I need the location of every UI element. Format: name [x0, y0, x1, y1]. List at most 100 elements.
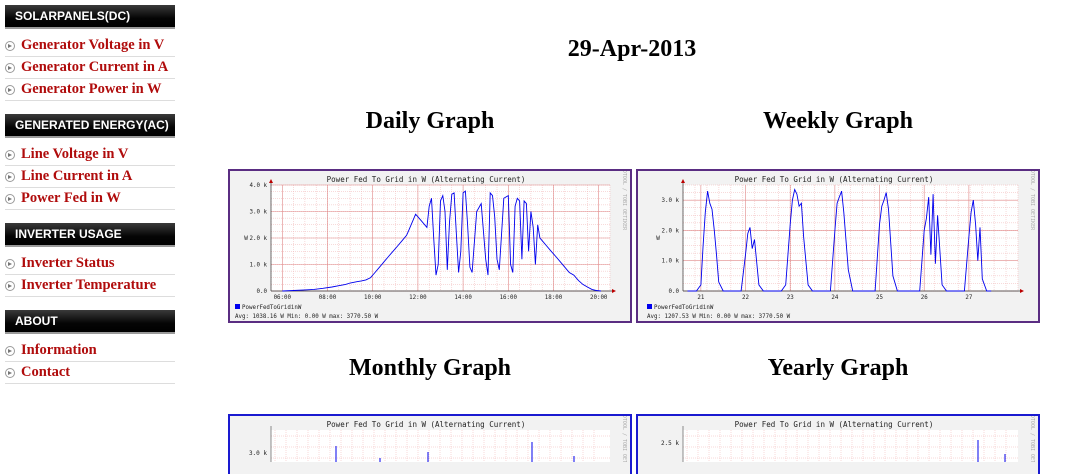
x-tick-label: 22 — [742, 295, 749, 301]
legend-label: PowerFedToGridinW — [242, 305, 302, 311]
arrow-circle-icon — [5, 193, 15, 204]
x-tick-label: 23 — [787, 295, 794, 301]
sidebar-link-label: Inverter Status — [21, 255, 115, 271]
sidebar-link[interactable]: Inverter Status — [5, 253, 175, 275]
chart-stats: Avg: 1207.53 W Min: 0.00 W max: 3770.50 … — [647, 314, 791, 320]
y-tick-label: 0.0 — [669, 289, 680, 295]
weekly-graph-title: Weekly Graph — [762, 108, 913, 134]
arrow-circle-icon — [5, 84, 15, 95]
yearly-graph-title: Yearly Graph — [767, 355, 909, 381]
sidebar-section: ABOUT Information Contact — [5, 310, 175, 384]
y-tick-label: 3.0 k — [249, 450, 267, 457]
sidebar-link[interactable]: Inverter Temperature — [5, 275, 175, 297]
sidebar-link-label: Generator Voltage in V — [21, 37, 165, 53]
sidebar-section-title: SOLARPANELS(DC) — [5, 5, 175, 27]
sidebar-link[interactable]: Information — [5, 340, 175, 362]
y-axis-label: W — [244, 235, 248, 242]
arrow-circle-icon — [5, 280, 15, 291]
arrow-circle-icon — [5, 171, 15, 182]
x-tick-label: 12:00 — [409, 295, 427, 301]
x-tick-label: 14:00 — [454, 295, 472, 301]
legend-swatch — [235, 304, 240, 309]
arrow-circle-icon — [5, 367, 15, 378]
power-chart: Power Fed To Grid in W (Alternating Curr… — [661, 416, 1035, 462]
y-tick-label: 1.0 k — [250, 263, 268, 269]
sidebar-section-title: INVERTER USAGE — [5, 223, 175, 245]
x-tick-label: 21 — [697, 295, 704, 301]
y-tick-label: 3.0 k — [662, 198, 680, 204]
chart-side-text: RRDTOOL / TOBI OETIKER — [621, 171, 627, 231]
series-line — [282, 190, 602, 292]
series-line — [687, 188, 992, 292]
y-tick-label: 2.0 k — [662, 228, 680, 234]
sidebar-link[interactable]: Contact — [5, 362, 175, 384]
legend-label: PowerFedToGridinW — [654, 305, 714, 311]
y-tick-label: 2.0 k — [250, 236, 268, 242]
legend-swatch — [647, 304, 652, 309]
y-tick-label: 3.0 k — [250, 210, 268, 216]
daily-graph-title: Daily Graph — [365, 108, 495, 134]
x-tick-label: 24 — [831, 295, 838, 301]
sidebar-link[interactable]: Generator Current in A — [5, 57, 175, 79]
x-tick-label: 16:00 — [500, 295, 518, 301]
sidebar-link-label: Line Voltage in V — [21, 146, 129, 162]
sidebar-section: INVERTER USAGE Inverter Status Inverter Te… — [5, 223, 175, 297]
sidebar-link-label: Power Fed in W — [21, 190, 121, 206]
chart-title: Power Fed To Grid in W (Alternating Curr… — [735, 420, 934, 429]
sidebar-link-label: Information — [21, 342, 97, 358]
sidebar-section: SOLARPANELS(DC) Generator Voltage in V Gen… — [5, 5, 175, 101]
chart-side-text: RRDTOOL / TOBI OETIKER — [621, 416, 627, 462]
arrow-circle-icon — [5, 258, 15, 269]
sidebar-link-label: Generator Power in W — [21, 81, 162, 97]
x-axis-arrow — [1020, 289, 1024, 293]
y-tick-label: 0.0 — [257, 289, 268, 295]
plot-area — [683, 430, 1018, 462]
sidebar-link-label: Generator Current in A — [21, 59, 169, 75]
sidebar-link[interactable]: Line Voltage in V — [5, 144, 175, 166]
arrow-circle-icon — [5, 40, 15, 51]
y-tick-label: 2.5 k — [661, 440, 679, 447]
chart-title: Power Fed To Grid in W (Alternating Curr… — [327, 420, 526, 429]
y-axis-label: W — [656, 235, 660, 242]
monthly-graph[interactable]: Power Fed To Grid in W (Alternating Curr… — [228, 414, 632, 474]
x-tick-label: 27 — [965, 295, 972, 301]
power-chart: Power Fed To Grid in W (Alternating Curr… — [249, 416, 627, 462]
sidebar-link[interactable]: Power Fed in W — [5, 188, 175, 210]
chart-stats: Avg: 1038.16 W Min: 0.00 W max: 3770.50 … — [235, 314, 379, 320]
x-tick-label: 25 — [876, 295, 883, 301]
page-date: 29-Apr-2013 — [567, 36, 697, 62]
x-tick-label: 20:00 — [590, 295, 608, 301]
sidebar-link[interactable]: Generator Voltage in V — [5, 35, 175, 57]
y-tick-label: 1.0 k — [662, 259, 680, 265]
sidebar-link[interactable]: Line Current in A — [5, 166, 175, 188]
power-chart: Power Fed To Grid in W (Alternating Curr… — [235, 171, 627, 320]
x-tick-label: 10:00 — [364, 295, 382, 301]
chart-title: Power Fed To Grid in W (Alternating Curr… — [327, 175, 526, 184]
sidebar-link-label: Contact — [21, 364, 71, 380]
arrow-circle-icon — [5, 149, 15, 160]
sidebar-section-title: ABOUT — [5, 310, 175, 332]
sidebar-section-title: GENERATED ENERGY(AC) — [5, 114, 175, 136]
plot-area — [271, 430, 610, 462]
chart-side-text: RRDTOOL / TOBI OETIKER — [1029, 416, 1035, 462]
sidebar-link-label: Inverter Temperature — [21, 277, 157, 293]
sidebar: SOLARPANELS(DC) Generator Voltage in V Gen… — [5, 5, 175, 397]
chart-side-text: RRDTOOL / TOBI OETIKER — [1029, 171, 1035, 231]
monthly-graph-title: Monthly Graph — [348, 355, 512, 381]
chart-title: Power Fed To Grid in W (Alternating Curr… — [735, 175, 934, 184]
x-axis-arrow — [612, 289, 616, 293]
x-tick-label: 18:00 — [545, 295, 563, 301]
daily-graph[interactable]: Power Fed To Grid in W (Alternating Curr… — [228, 169, 632, 323]
weekly-graph[interactable]: Power Fed To Grid in W (Alternating Curr… — [636, 169, 1040, 323]
y-axis-arrow — [269, 179, 273, 183]
x-tick-label: 06:00 — [274, 295, 292, 301]
sidebar-link-label: Line Current in A — [21, 168, 133, 184]
yearly-graph[interactable]: Power Fed To Grid in W (Alternating Curr… — [636, 414, 1040, 474]
power-chart: Power Fed To Grid in W (Alternating Curr… — [647, 171, 1035, 320]
sidebar-section: GENERATED ENERGY(AC) Line Voltage in V Lin… — [5, 114, 175, 210]
y-axis-arrow — [681, 179, 685, 183]
x-tick-label: 26 — [921, 295, 928, 301]
y-tick-label: 4.0 k — [250, 183, 268, 189]
sidebar-link[interactable]: Generator Power in W — [5, 79, 175, 101]
x-tick-label: 08:00 — [319, 295, 337, 301]
